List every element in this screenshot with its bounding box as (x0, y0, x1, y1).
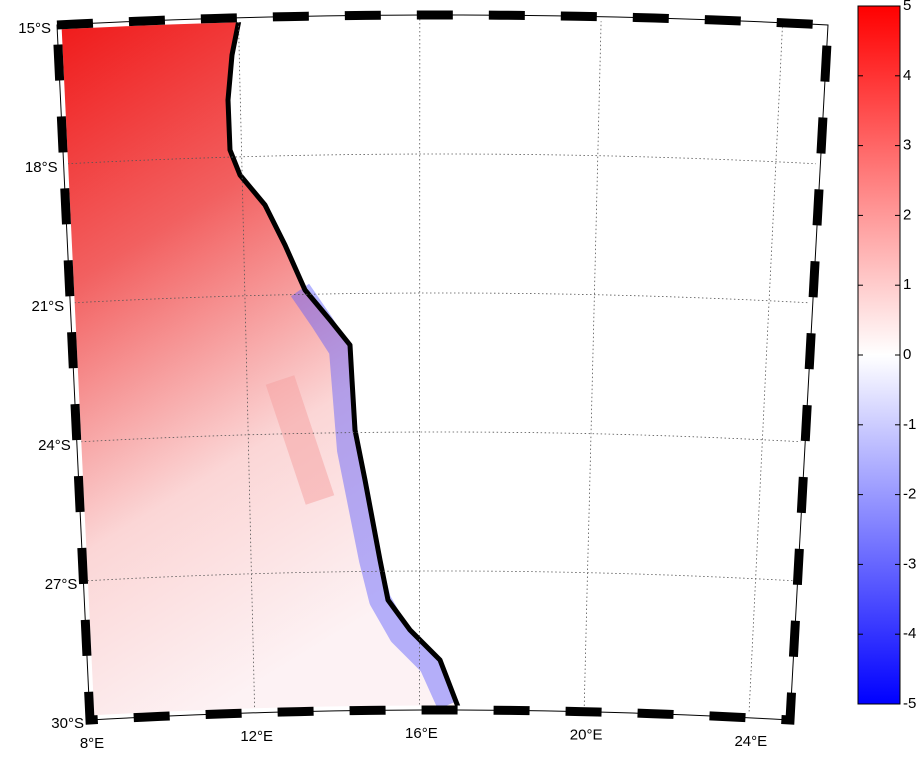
lat-label: 21°S (31, 298, 64, 315)
lon-label: 12°E (240, 728, 273, 745)
frame-outline (56, 14, 829, 721)
colorbar-tick-label: 0 (903, 346, 911, 363)
coastline (225, 14, 463, 713)
grid-line (748, 22, 783, 718)
coastal-anomaly (290, 283, 459, 710)
colorbar-tick-label: -1 (903, 416, 916, 433)
grid-line (83, 570, 798, 582)
colorbar-tick-label: -2 (903, 486, 916, 503)
colorbar-tick-label: 4 (903, 67, 911, 84)
colorbar-tick-label: 5 (903, 0, 911, 14)
colorbar-tick-label: 2 (903, 206, 911, 223)
lat-label: 30°S (51, 715, 84, 732)
coastal-warm (265, 375, 335, 505)
lat-label: 27°S (45, 576, 78, 593)
grid-line (583, 16, 602, 712)
lon-label: 16°E (405, 725, 438, 742)
ocean-field (57, 15, 460, 722)
colorbar-tick-label: -3 (903, 555, 916, 572)
colorbar-tick-label: 3 (903, 137, 911, 154)
grid-line (76, 431, 806, 443)
lat-label: 15°S (18, 20, 51, 37)
lon-label: 8°E (80, 735, 104, 752)
colorbar-tick-label: -4 (903, 625, 916, 642)
colorbar-tick-label: 1 (903, 276, 911, 293)
lon-label: 20°E (570, 727, 603, 744)
colorbar-tick-label: -5 (903, 695, 916, 712)
lon-label: 24°E (734, 733, 767, 750)
colorbar (857, 5, 901, 705)
lat-label: 18°S (25, 159, 58, 176)
map (57, 14, 463, 722)
lat-label: 24°S (38, 437, 71, 454)
